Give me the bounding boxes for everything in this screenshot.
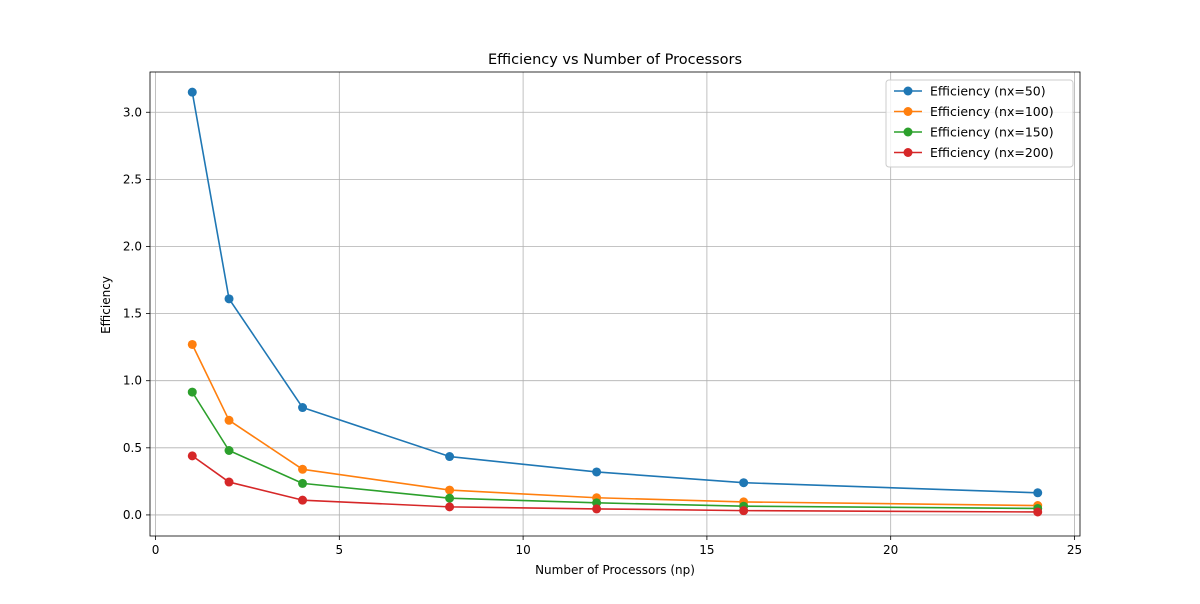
- data-point: [445, 502, 455, 512]
- y-tick-label: 1.5: [123, 307, 142, 321]
- legend-marker: [903, 127, 913, 137]
- data-point: [187, 451, 197, 461]
- series-4: [187, 451, 1043, 517]
- x-tick-label: 10: [515, 543, 530, 557]
- data-point: [224, 415, 234, 425]
- data-point: [739, 506, 749, 516]
- x-tick-label: 20: [883, 543, 898, 557]
- legend-marker: [903, 107, 913, 116]
- x-axis-label: Number of Processors (np): [535, 563, 695, 577]
- x-tick-label: 0: [152, 543, 160, 557]
- data-point: [187, 87, 197, 97]
- legend-marker: [903, 148, 913, 157]
- data-point: [592, 467, 602, 477]
- data-point: [592, 504, 602, 514]
- data-point: [298, 495, 308, 505]
- legend-label: Efficiency (nx=150): [930, 125, 1054, 140]
- x-axis-ticks: 0 5 10 15 20 25: [152, 536, 1082, 557]
- series-1: [187, 87, 1043, 498]
- legend-entry: Efficiency (nx=200): [894, 145, 1054, 160]
- x-tick-label: 15: [699, 543, 714, 557]
- chart-title: Efficiency vs Number of Processors: [488, 52, 742, 68]
- data-point: [739, 478, 749, 488]
- legend-marker: [903, 86, 913, 96]
- x-tick-label: 25: [1067, 543, 1082, 557]
- data-point: [445, 485, 455, 495]
- y-tick-label: 1.0: [123, 374, 142, 388]
- data-point: [1033, 507, 1043, 517]
- legend-label: Efficiency (nx=50): [930, 84, 1046, 99]
- y-tick-label: 2.0: [123, 239, 142, 253]
- y-tick-label: 3.0: [123, 105, 142, 119]
- legend-box: [885, 79, 1074, 168]
- y-tick-label: 0.5: [123, 441, 142, 455]
- data-point: [187, 339, 197, 349]
- y-tick-label: 2.5: [123, 172, 142, 186]
- legend-entry: Efficiency (nx=100): [894, 104, 1054, 119]
- y-tick-label: 0.0: [123, 508, 142, 522]
- data-point: [445, 493, 455, 503]
- legend-entry: Efficiency (nx=50): [894, 84, 1046, 99]
- plot-frame: [149, 71, 1081, 537]
- legend-label: Efficiency (nx=200): [930, 145, 1054, 160]
- grid-lines: [150, 72, 1080, 536]
- legend-entry: Efficiency (nx=150): [894, 125, 1054, 140]
- data-point: [1033, 488, 1043, 498]
- data-point: [445, 452, 455, 462]
- data-point: [298, 478, 308, 488]
- y-axis-label: Efficiency: [99, 276, 113, 334]
- y-axis-ticks: 0.0 0.5 1.0 1.5 2.0 2.5 3.0: [123, 105, 150, 522]
- legend: Efficiency (nx=50) Efficiency (nx=100) Eff…: [885, 79, 1074, 168]
- data-point: [224, 294, 234, 304]
- data-point: [224, 446, 234, 456]
- data-point: [298, 403, 308, 413]
- x-tick-label: 5: [335, 543, 343, 557]
- legend-label: Efficiency (nx=100): [930, 104, 1054, 119]
- data-point: [298, 464, 308, 474]
- series-layer: [187, 87, 1043, 517]
- data-point: [187, 387, 197, 397]
- data-point: [224, 477, 234, 487]
- legend-entries: Efficiency (nx=50) Efficiency (nx=100) Eff…: [894, 84, 1054, 160]
